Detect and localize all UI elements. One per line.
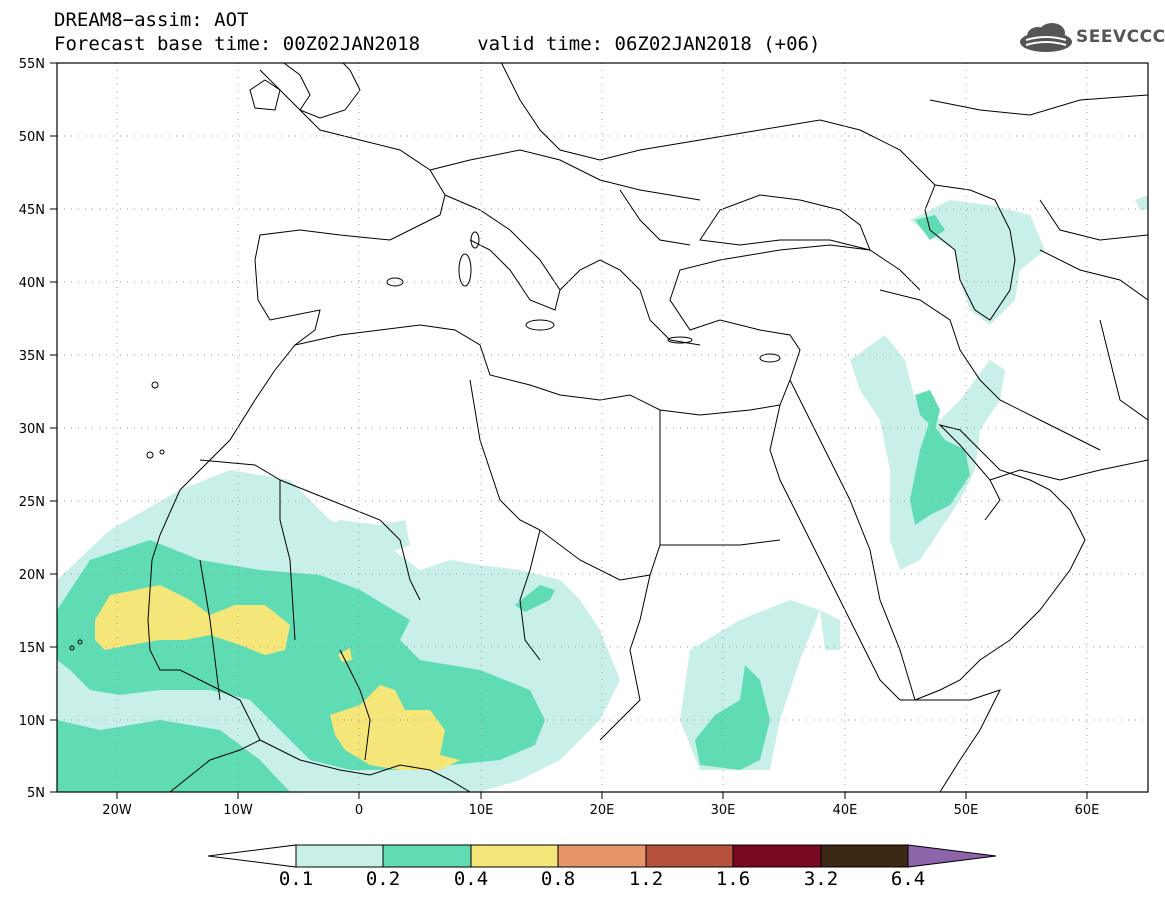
graticule bbox=[57, 63, 1148, 792]
colorbar-label: 1.2 bbox=[628, 868, 664, 890]
lon-label: 30E bbox=[711, 803, 736, 818]
lat-label: 50N bbox=[19, 130, 45, 145]
lat-label: 30N bbox=[19, 422, 45, 437]
tick-marks bbox=[50, 62, 1088, 799]
colorbar-label: 6.4 bbox=[890, 868, 926, 890]
coastlines-and-borders bbox=[57, 63, 1148, 792]
aot-level-0.4 bbox=[95, 585, 460, 770]
forecast-times: Forecast base time: 00Z02JAN2018 valid t… bbox=[54, 33, 821, 55]
lat-label: 25N bbox=[19, 495, 45, 510]
longitude-labels: 20W 10W 0 10E 20E 30E 40E 50E 60E bbox=[102, 803, 1099, 818]
lon-label: 50E bbox=[954, 803, 979, 818]
colorbar-label: 1.6 bbox=[715, 868, 751, 890]
colorbar-label: 3.2 bbox=[803, 868, 839, 890]
colorbar-label: 0.2 bbox=[365, 868, 401, 890]
aot-fields bbox=[57, 195, 1148, 792]
lon-label: 10W bbox=[223, 803, 253, 818]
lon-label: 40E bbox=[833, 803, 858, 818]
lat-label: 55N bbox=[19, 57, 45, 72]
colorbar-label: 0.4 bbox=[453, 868, 489, 890]
lat-label: 35N bbox=[19, 349, 45, 364]
lat-label: 40N bbox=[19, 276, 45, 291]
lon-label: 60E bbox=[1075, 803, 1100, 818]
lat-label: 45N bbox=[19, 203, 45, 218]
lat-label: 10N bbox=[19, 714, 45, 729]
logo-text: SEEVCCC bbox=[1076, 27, 1165, 47]
lat-label: 15N bbox=[19, 641, 45, 656]
colorbar-label: 0.1 bbox=[278, 868, 314, 890]
lon-label: 20E bbox=[590, 803, 615, 818]
lon-label: 20W bbox=[102, 803, 132, 818]
lat-label: 20N bbox=[19, 568, 45, 583]
colorbar-label: 0.8 bbox=[540, 868, 576, 890]
cloud-logo-icon bbox=[1020, 23, 1072, 52]
lat-label: 5N bbox=[27, 786, 45, 801]
lon-label: 10E bbox=[469, 803, 494, 818]
lon-label: 0 bbox=[355, 803, 363, 818]
latitude-labels: 55N 50N 45N 40N 35N 30N 25N 20N 15N 10N … bbox=[19, 57, 45, 801]
map-title: DREAM8−assim: AOT bbox=[54, 9, 249, 31]
